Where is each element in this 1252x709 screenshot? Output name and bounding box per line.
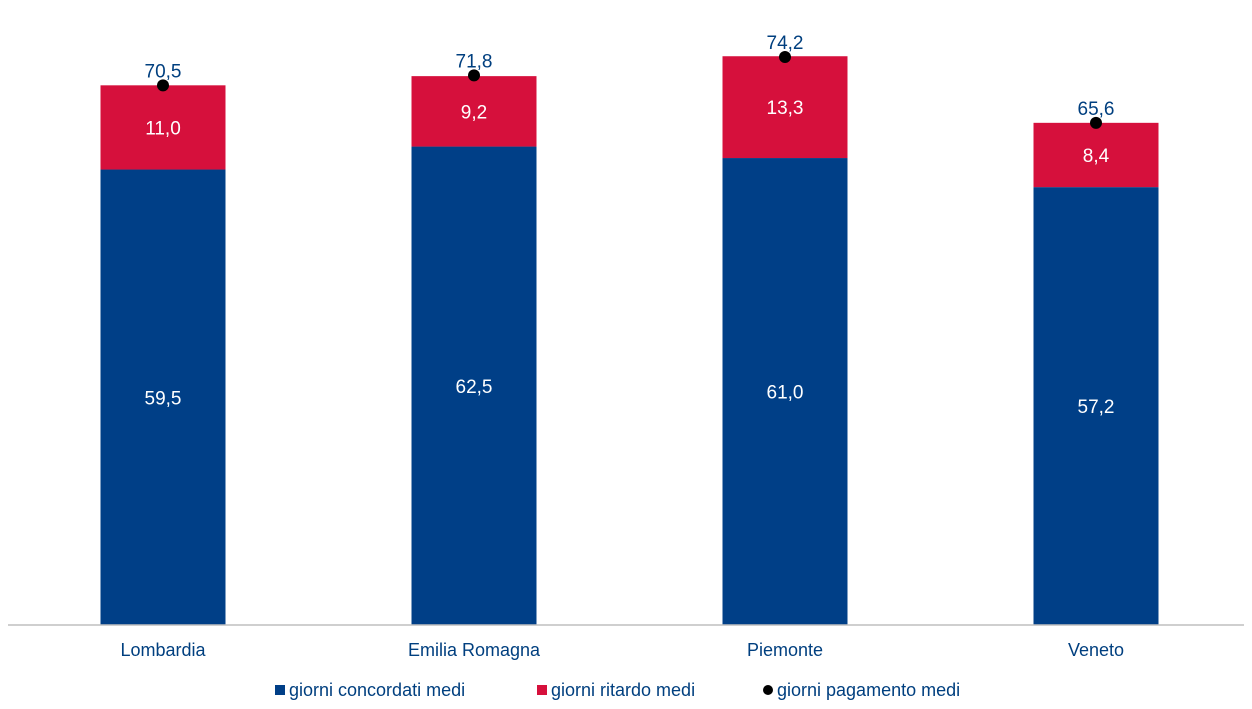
legend-swatch-giorni-concordati-medi — [275, 685, 285, 695]
data-label-giorni-concordati-medi-veneto: 57,2 — [1078, 397, 1115, 418]
total-label-veneto: 65,6 — [1078, 99, 1115, 120]
data-label-giorni-ritardo-medi-lombardia: 11,0 — [145, 118, 181, 139]
bars-layer: 59,5 11,0 62,5 9,2 61,0 13,3 57,2 8,4 — [100, 56, 1159, 626]
marker-giorni-pagamento-medi-veneto — [1090, 116, 1102, 129]
bar-giorni-concordati-medi-veneto — [1033, 187, 1159, 625]
data-label-giorni-concordati-medi-piemonte: 61,0 — [767, 383, 804, 404]
data-label-giorni-ritardo-medi-piemonte: 13,3 — [767, 98, 804, 119]
legend: giorni concordati medi giorni ritardo me… — [275, 680, 960, 700]
bar-giorni-ritardo-medi-piemonte — [722, 56, 848, 159]
bar-giorni-ritardo-medi-veneto — [1033, 122, 1159, 188]
marker-giorni-pagamento-medi-lombardia — [157, 79, 169, 92]
category-labels: Lombardia Emilia Romagna Piemonte Veneto — [120, 640, 1124, 660]
bar-giorni-concordati-medi-lombardia — [100, 169, 226, 625]
marker-giorni-pagamento-medi-emilia-romagna — [468, 69, 480, 82]
category-label-emilia-romagna: Emilia Romagna — [408, 640, 541, 660]
totals-markers-layer: 70,5 71,8 74,2 65,6 — [145, 33, 1115, 129]
total-label-piemonte: 74,2 — [767, 33, 804, 54]
category-label-veneto: Veneto — [1068, 640, 1124, 660]
legend-label-giorni-ritardo-medi: giorni ritardo medi — [551, 680, 695, 700]
category-label-piemonte: Piemonte — [747, 640, 823, 660]
legend-label-giorni-pagamento-medi: giorni pagamento medi — [777, 680, 960, 700]
legend-label-giorni-concordati-medi: giorni concordati medi — [289, 680, 465, 700]
bar-giorni-ritardo-medi-emilia-romagna — [411, 76, 537, 147]
total-label-emilia-romagna: 71,8 — [456, 51, 493, 72]
data-label-giorni-concordati-medi-emilia-romagna: 62,5 — [456, 377, 493, 398]
data-label-giorni-ritardo-medi-veneto: 8,4 — [1083, 146, 1110, 167]
bar-giorni-concordati-medi-emilia-romagna — [411, 146, 537, 625]
data-label-giorni-concordati-medi-lombardia: 59,5 — [145, 388, 182, 409]
total-label-lombardia: 70,5 — [145, 61, 182, 82]
category-label-lombardia: Lombardia — [120, 640, 206, 660]
marker-giorni-pagamento-medi-piemonte — [779, 50, 791, 63]
legend-marker-giorni-pagamento-medi — [763, 685, 773, 695]
data-label-giorni-ritardo-medi-emilia-romagna: 9,2 — [461, 102, 487, 123]
bar-giorni-ritardo-medi-lombardia — [100, 85, 226, 170]
legend-swatch-giorni-ritardo-medi — [537, 685, 547, 695]
bar-giorni-concordati-medi-piemonte — [722, 158, 848, 626]
